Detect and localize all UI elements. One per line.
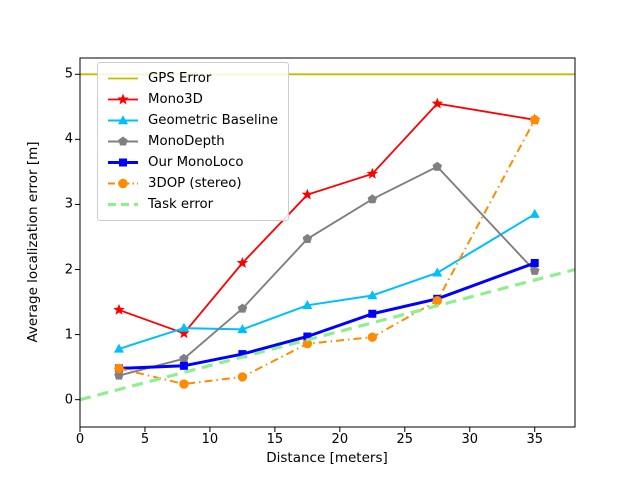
x-tick-label: 5	[140, 432, 150, 447]
marker-triangle	[302, 300, 313, 310]
legend-sample-gps-error	[108, 77, 138, 80]
marker-circle	[114, 363, 124, 374]
marker-square	[179, 361, 188, 370]
marker-square	[530, 259, 539, 267]
legend-sample-3dop-stereo	[108, 178, 138, 189]
x-tick-label: 20	[331, 432, 349, 447]
legend-item-gps-error: GPS Error	[107, 68, 278, 89]
marker-triangle	[178, 322, 189, 332]
legend: GPS Error Mono3D Geometric Baseline MonoDep…	[97, 62, 290, 221]
legend-sample-geometric-baseline	[108, 115, 138, 125]
x-tick-label: 10	[201, 432, 219, 447]
axis-ticks	[75, 73, 536, 432]
marker-circle	[367, 332, 378, 342]
marker-pentagon	[302, 233, 313, 243]
series-task-error	[79, 267, 576, 402]
y-axis-label: Average localization error [m]	[25, 141, 41, 343]
marker-triangle	[117, 115, 129, 125]
legend-label: Geometric Baseline	[148, 113, 279, 128]
marker-star	[301, 188, 314, 200]
marker-circle	[179, 379, 189, 389]
legend-label: MonoDepth	[148, 134, 225, 149]
marker-circle	[302, 338, 313, 349]
legend-label: GPS Error	[148, 71, 212, 86]
marker-square	[238, 350, 247, 359]
legend-label: 3DOP (stereo)	[148, 176, 242, 191]
marker-star	[113, 303, 125, 315]
y-tick-label: 2	[64, 262, 73, 277]
marker-star	[178, 327, 190, 339]
marker-star	[366, 167, 378, 179]
plot-frame	[79, 57, 576, 428]
marker-star	[236, 257, 249, 268]
marker-square	[368, 309, 377, 318]
legend-sample-task-error	[108, 202, 138, 207]
legend-sample-mono3d	[108, 93, 138, 105]
marker-pentagon	[179, 353, 189, 363]
legend-sample-monodepth	[108, 136, 138, 146]
marker-star	[431, 97, 443, 109]
legend-item-monodepth: MonoDepth	[107, 131, 278, 152]
series-line	[118, 261, 536, 370]
marker-star	[117, 93, 129, 105]
marker-pentagon	[432, 161, 442, 171]
series-our-monoloco	[114, 259, 539, 373]
legend-label: Task error	[148, 197, 214, 212]
y-tick-label: 5	[64, 66, 73, 82]
marker-circle	[432, 296, 442, 306]
marker-pentagon	[114, 370, 124, 380]
series-3dop-stereo	[114, 115, 540, 389]
legend-item-geometric-baseline: Geometric Baseline	[107, 110, 278, 131]
legend-item-task-error: Task error	[107, 194, 278, 215]
marker-pentagon	[367, 194, 378, 204]
y-tick-label: 4	[64, 131, 73, 147]
marker-square	[119, 158, 127, 167]
legend-item-3dop-stereo: 3DOP (stereo)	[107, 173, 278, 194]
marker-circle	[530, 115, 540, 125]
series-geometric-baseline	[113, 208, 540, 353]
y-tick-label: 3	[64, 196, 73, 212]
marker-pentagon	[530, 265, 540, 275]
x-tick-label: 15	[266, 432, 284, 447]
marker-triangle	[529, 208, 540, 218]
y-tick-label: 0	[64, 392, 73, 408]
marker-pentagon	[118, 136, 128, 146]
x-tick-label: 35	[526, 432, 543, 447]
marker-triangle	[237, 324, 248, 334]
marker-square	[303, 332, 312, 341]
x-tick-label: 0	[75, 432, 85, 447]
marker-circle	[118, 178, 128, 189]
x-tick-label: 30	[461, 432, 479, 447]
series-monodepth	[114, 161, 540, 380]
marker-circle	[237, 372, 248, 382]
y-tick-label: 1	[64, 327, 73, 343]
marker-triangle	[367, 290, 378, 300]
marker-triangle	[432, 267, 443, 277]
series-line	[79, 267, 576, 402]
legend-label: Our MonoLoco	[148, 155, 244, 170]
marker-triangle	[113, 343, 125, 353]
legend-item-mono3d: Mono3D	[107, 89, 278, 110]
marker-pentagon	[237, 303, 248, 313]
legend-item-our-monoloco: Our MonoLoco	[107, 152, 278, 173]
legend-label: Mono3D	[148, 92, 203, 107]
legend-sample-our-monoloco	[108, 158, 138, 167]
x-tick-label: 25	[396, 432, 414, 447]
x-axis-label: Distance [meters]	[266, 450, 388, 466]
